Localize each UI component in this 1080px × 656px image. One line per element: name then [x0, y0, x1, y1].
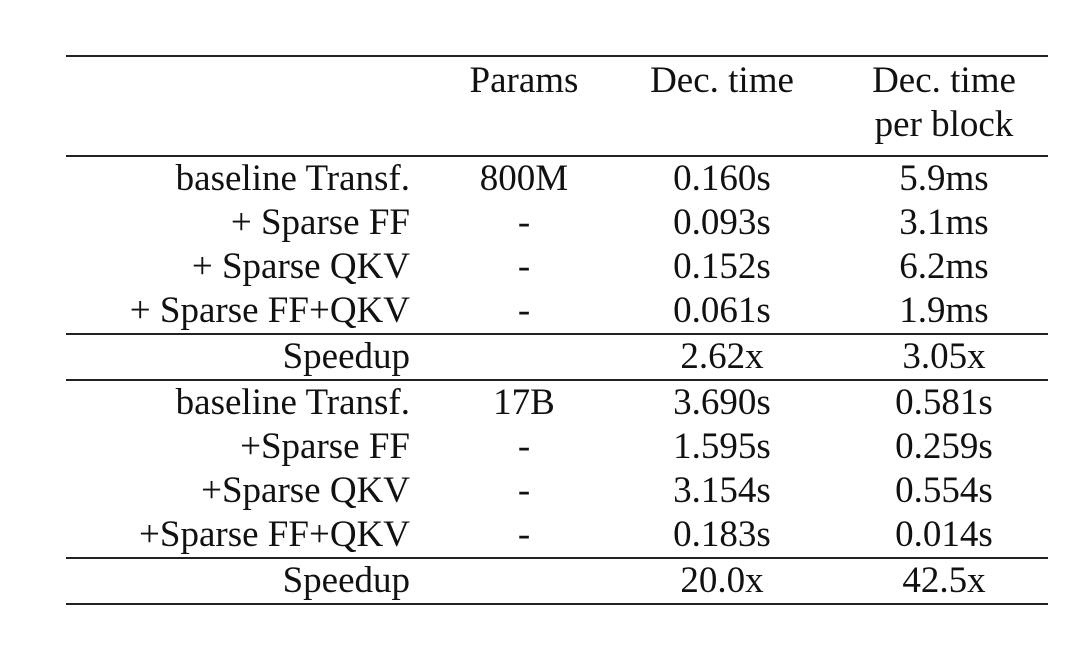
row-label: baseline Transf.	[66, 379, 444, 425]
header-dec-time: Dec. time	[604, 55, 840, 156]
speedup-label: Speedup	[66, 333, 444, 380]
speedup-params	[444, 557, 604, 605]
row-per-block: 0.259s	[895, 426, 993, 467]
results-table: Params Dec. time Dec. time per block bas…	[66, 55, 1048, 605]
row-dec-time: 3.154s	[673, 470, 771, 511]
row-per-block: 1.9ms	[899, 290, 989, 331]
header-dec-time-per-block: Dec. time per block	[840, 55, 1048, 156]
row-params: -	[517, 514, 531, 555]
table-header: Params Dec. time Dec. time per block	[66, 55, 1048, 156]
table-row: +Sparse FF - 1.595s 0.259s	[66, 425, 1048, 469]
table-row: + Sparse QKV - 0.152s 6.2ms	[66, 245, 1048, 289]
speedup-label: Speedup	[66, 557, 444, 605]
row-dec-time: 0.152s	[673, 246, 771, 287]
header-dec-time-per-block-line1: Dec. time	[872, 60, 1016, 101]
results-table-container: Params Dec. time Dec. time per block bas…	[66, 55, 1048, 605]
row-params: -	[517, 246, 531, 287]
row-per-block: 3.1ms	[899, 202, 989, 243]
row-dec-time: 0.061s	[673, 290, 771, 331]
row-label: + Sparse QKV	[191, 246, 410, 287]
row-label: +Sparse FF+QKV	[139, 514, 410, 555]
group-800m: baseline Transf. 800M 0.160s 5.9ms + Spa…	[66, 155, 1048, 380]
row-dec-time: 1.595s	[673, 426, 771, 467]
row-params: -	[517, 470, 531, 511]
row-label: + Sparse FF+QKV	[129, 290, 410, 331]
row-params: -	[517, 202, 531, 243]
group-17b: baseline Transf. 17B 3.690s 0.581s +Spar…	[66, 379, 1048, 605]
table-row: baseline Transf. 800M 0.160s 5.9ms	[66, 155, 1048, 201]
row-label: +Sparse QKV	[201, 470, 410, 511]
speedup-dec-time: 20.0x	[604, 557, 840, 605]
speedup-per-block: 42.5x	[840, 557, 1048, 605]
row-dec-time: 0.160s	[604, 155, 840, 201]
table-row: +Sparse QKV - 3.154s 0.554s	[66, 469, 1048, 513]
header-params: Params	[444, 55, 604, 156]
table-row: + Sparse FF - 0.093s 3.1ms	[66, 201, 1048, 245]
row-label: baseline Transf.	[66, 155, 444, 201]
row-per-block: 0.581s	[840, 379, 1048, 425]
header-label-cell	[66, 55, 444, 156]
row-params: -	[517, 290, 531, 331]
row-params: 17B	[444, 379, 604, 425]
row-label: +Sparse FF	[240, 426, 410, 467]
row-per-block: 0.014s	[895, 514, 993, 555]
row-dec-time: 0.183s	[673, 514, 771, 555]
row-label: + Sparse FF	[230, 202, 410, 243]
speedup-dec-time: 2.62x	[604, 333, 840, 380]
row-params: -	[517, 426, 531, 467]
table-row: + Sparse FF+QKV - 0.061s 1.9ms	[66, 289, 1048, 334]
speedup-params	[444, 333, 604, 380]
speedup-row: Speedup 2.62x 3.05x	[66, 333, 1048, 380]
row-params: 800M	[444, 155, 604, 201]
row-dec-time: 0.093s	[673, 202, 771, 243]
row-per-block: 6.2ms	[899, 246, 989, 287]
row-per-block: 5.9ms	[840, 155, 1048, 201]
row-dec-time: 3.690s	[604, 379, 840, 425]
speedup-row: Speedup 20.0x 42.5x	[66, 557, 1048, 605]
table-row: baseline Transf. 17B 3.690s 0.581s	[66, 379, 1048, 425]
table-row: +Sparse FF+QKV - 0.183s 0.014s	[66, 513, 1048, 558]
speedup-per-block: 3.05x	[840, 333, 1048, 380]
header-dec-time-per-block-line2: per block	[874, 104, 1014, 145]
header-row: Params Dec. time Dec. time per block	[66, 55, 1048, 156]
row-per-block: 0.554s	[895, 470, 993, 511]
